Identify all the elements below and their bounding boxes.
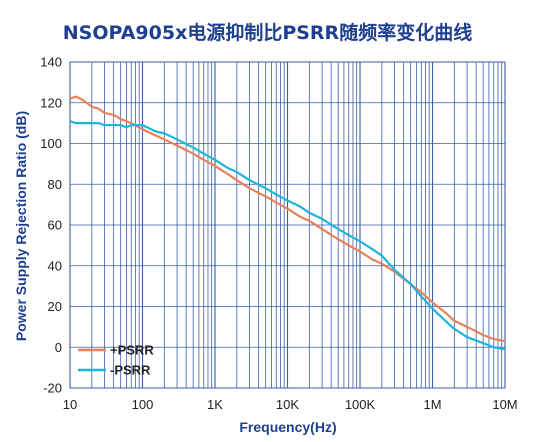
y-tick-label: 120: [40, 95, 62, 110]
x-tick-label: 10M: [492, 397, 517, 412]
axis-layer: -20 0 20 40 60 80 100 120 140 10 100 1K 10K 100K 1M 10M: [40, 55, 517, 413]
x-tick-label: 10K: [276, 397, 299, 412]
y-tick-label: 80: [48, 177, 62, 192]
y-tick-label: 20: [48, 299, 62, 314]
legend-label: +PSRR: [110, 343, 154, 358]
x-tick-label: 1K: [207, 397, 223, 412]
y-tick-label: -20: [43, 381, 62, 396]
x-tick-label: 100: [132, 397, 154, 412]
x-tick-label: 1M: [423, 397, 441, 412]
series-line-minus-psrr: [69, 120, 506, 351]
grid-layer: [69, 61, 506, 389]
y-tick-label: 0: [55, 340, 62, 355]
x-axis-title: Frequency(Hz): [239, 419, 336, 435]
legend: +PSRR -PSRR: [78, 343, 154, 378]
x-tick-label: 100K: [345, 397, 376, 412]
y-tick-label: 100: [40, 136, 62, 151]
legend-label: -PSRR: [110, 363, 151, 378]
y-tick-label: 60: [48, 218, 62, 233]
y-axis-title: Power Supply Rejection Ratio (dB): [13, 111, 29, 341]
x-tick-label: 10: [63, 397, 77, 412]
series-layer: [69, 95, 506, 351]
plot-frame: [69, 61, 506, 389]
y-tick-label: 40: [48, 258, 62, 273]
chart-title: NSOPA905x电源抑制比PSRR随频率变化曲线: [62, 22, 473, 44]
y-tick-label: 140: [40, 55, 62, 70]
series-line-plus-psrr: [69, 95, 506, 343]
